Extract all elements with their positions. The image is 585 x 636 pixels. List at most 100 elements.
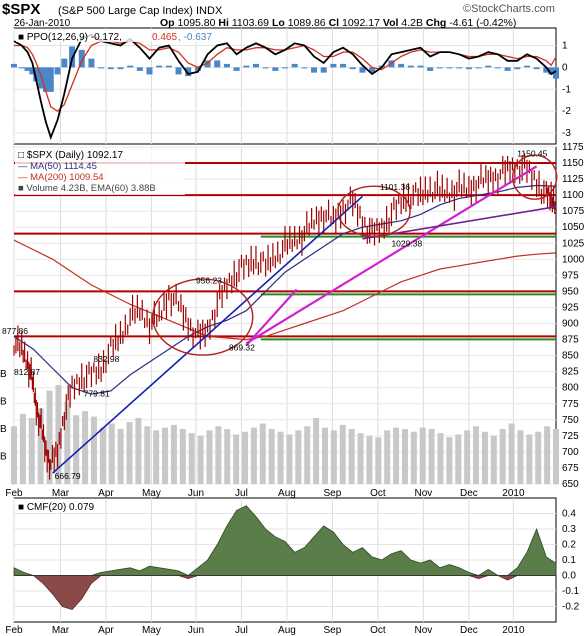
volume-bar	[46, 390, 53, 484]
volume-bar	[428, 429, 435, 484]
volume-bar	[170, 424, 177, 484]
price-legend-bg	[15, 149, 185, 195]
y-tick-label: 0.2	[562, 540, 576, 551]
volume-tick-label: B	[0, 369, 7, 380]
symbol-name: (S&P 500 Large Cap Index) INDX	[58, 5, 223, 17]
y-tick-label: 825	[562, 367, 579, 378]
volume-bar	[330, 430, 337, 484]
volume-bar	[206, 430, 213, 484]
price-annotation: 1029.38	[391, 238, 422, 248]
volume-bar	[304, 426, 311, 484]
volume-bar	[410, 431, 417, 484]
ppo-histogram-bar	[156, 65, 163, 68]
price-legend-ma200: — MA(200) 1009.54	[18, 172, 104, 183]
ppo-histogram-bar	[127, 65, 134, 68]
y-tick-label: 0	[562, 62, 568, 73]
volume-bar	[553, 429, 559, 484]
x-tick-label: Apr	[98, 488, 114, 499]
ppo-histogram-bar	[340, 63, 347, 68]
ppo-histogram-bar	[330, 63, 337, 68]
ppo-histogram-bar	[194, 67, 201, 71]
volume-bar	[135, 418, 142, 484]
volume-bar	[321, 427, 328, 484]
volume-bar	[357, 433, 364, 484]
cmf-positive-area	[13, 505, 557, 576]
ppo-histogram-bar	[18, 67, 25, 69]
hi-label: Hi	[218, 17, 229, 29]
ppo-histogram-bar	[233, 67, 240, 71]
x-tick-label: Dec	[460, 488, 478, 499]
ppo-legend-bg	[16, 30, 216, 42]
volume-bar	[544, 426, 551, 484]
price-annotation: 832.98	[93, 354, 119, 364]
y-tick-label: 725	[562, 431, 579, 442]
volume-bar	[162, 427, 169, 484]
y-tick-label: 850	[562, 351, 579, 362]
y-tick-label: -0.1	[562, 586, 580, 597]
ppo-histogram-bar	[349, 67, 356, 70]
price-legend-title: □ $SPX (Daily) 1092.17	[18, 150, 123, 161]
x-tick-label: Mar	[52, 488, 70, 499]
volume-bar	[384, 430, 391, 484]
x-tick-label: Jun	[188, 625, 204, 636]
volume-bar	[242, 431, 249, 484]
volume-bar	[224, 429, 231, 484]
cmf-legend-label: ■ CMF(20) 0.079	[18, 502, 95, 513]
x-tick-label: Mar	[52, 625, 70, 636]
ppo-histogram-bar	[61, 58, 68, 68]
y-tick-label: 650	[562, 479, 579, 490]
y-tick-label: 1000	[562, 254, 585, 265]
volume-bar	[481, 431, 488, 484]
ppo-signal-line	[14, 40, 557, 113]
volume-bar	[108, 423, 115, 484]
y-tick-label: 675	[562, 463, 579, 474]
ppo-histogram-bar	[523, 65, 530, 68]
vol-label: Vol	[382, 17, 399, 29]
ppo-histogram-bar	[146, 67, 153, 75]
volume-bar	[401, 429, 408, 484]
volume-bar	[517, 430, 524, 484]
volume-bar	[188, 433, 195, 484]
ppo-histogram-bar	[407, 65, 414, 68]
trendline-magenta-short	[245, 288, 298, 347]
volume-tick-label: B	[0, 397, 7, 408]
ppo-histogram-bar	[456, 67, 463, 69]
volume-bar	[339, 424, 346, 484]
ppo-histogram-bar	[175, 67, 182, 75]
ppo-legend-value3: , -0.637	[178, 32, 212, 43]
y-tick-label: 975	[562, 270, 579, 281]
y-tick-label: 0.0	[562, 571, 576, 582]
volume-bar	[268, 429, 275, 484]
x-tick-label: Aug	[278, 488, 296, 499]
volume-bar	[153, 430, 160, 484]
volume-bar	[64, 401, 71, 484]
volume-bar	[90, 416, 97, 484]
ppo-histogram-bar	[291, 63, 298, 68]
ppo-histogram-bar	[204, 60, 211, 68]
y-tick-label: -1	[562, 84, 571, 95]
highlight-ellipse	[152, 278, 254, 356]
ppo-histogram-bar	[320, 67, 327, 73]
ppo-histogram-bar	[136, 67, 143, 71]
volume-bar	[535, 431, 542, 484]
ppo-histogram-bar	[24, 67, 31, 71]
y-tick-label: 0.1	[562, 555, 576, 566]
ppo-histogram-bar	[214, 60, 221, 68]
ppo-histogram-bar	[504, 67, 511, 71]
x-tick-label: Feb	[5, 488, 23, 499]
volume-bar	[73, 415, 80, 484]
price-annotation: 1101.36	[380, 182, 410, 192]
y-tick-label: 1125	[562, 174, 584, 185]
volume-bar	[250, 427, 257, 484]
volume-bar	[437, 433, 444, 484]
ppo-histogram-bar	[485, 65, 492, 68]
ppo-histogram-bar	[359, 67, 366, 73]
chg-label: Chg	[425, 17, 447, 29]
volume-bar	[473, 426, 480, 484]
ppo-histogram-bar	[107, 67, 114, 70]
ppo-histogram-bar	[436, 67, 443, 69]
volume-bar	[446, 437, 453, 484]
y-tick-label: 925	[562, 302, 579, 313]
ppo-histogram-bar	[282, 67, 288, 69]
y-tick-label: 1025	[562, 238, 585, 249]
